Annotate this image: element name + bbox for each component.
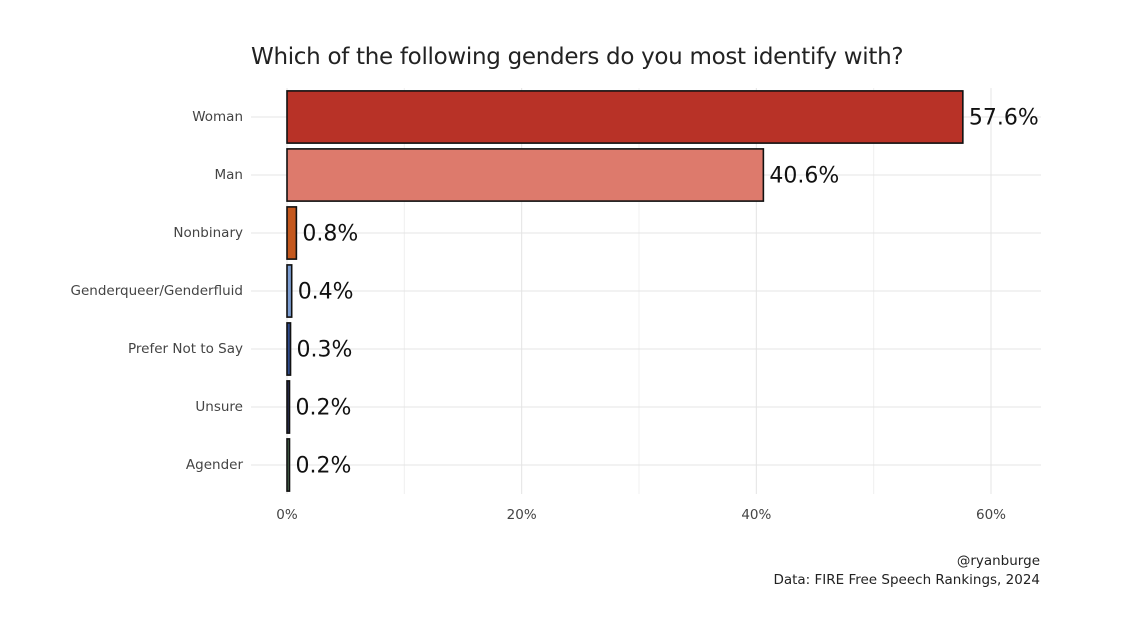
category-label: Prefer Not to Say [128, 341, 243, 357]
x-tick-label: 20% [507, 507, 537, 523]
bar [286, 206, 298, 260]
caption-source: Data: FIRE Free Speech Rankings, 2024 [773, 572, 1040, 588]
caption-author: @ryanburge [956, 553, 1040, 569]
category-label: Man [215, 167, 243, 183]
category-label: Genderqueer/Genderfluid [71, 283, 243, 299]
category-label: Unsure [195, 399, 243, 415]
data-label: 40.6% [769, 164, 839, 189]
data-label: 0.8% [302, 222, 358, 247]
data-label: 0.4% [298, 280, 354, 305]
category-label: Nonbinary [173, 225, 243, 241]
bar [286, 322, 292, 376]
x-tick-label: 60% [976, 507, 1006, 523]
data-label: 0.2% [296, 454, 352, 479]
category-label: Woman [192, 109, 243, 125]
bar [286, 438, 291, 492]
x-tick-label: 0% [276, 507, 298, 523]
bar [286, 90, 964, 144]
chart-caption: @ryanburge Data: FIRE Free Speech Rankin… [773, 552, 1040, 590]
chart-title: Which of the following genders do you mo… [251, 44, 904, 70]
bar [286, 380, 291, 434]
data-label: 57.6% [969, 106, 1039, 131]
category-label: Agender [186, 457, 244, 473]
data-label: 0.3% [297, 338, 353, 363]
bar [286, 148, 765, 202]
x-tick-label: 40% [741, 507, 771, 523]
data-label: 0.2% [296, 396, 352, 421]
bar [286, 264, 293, 318]
